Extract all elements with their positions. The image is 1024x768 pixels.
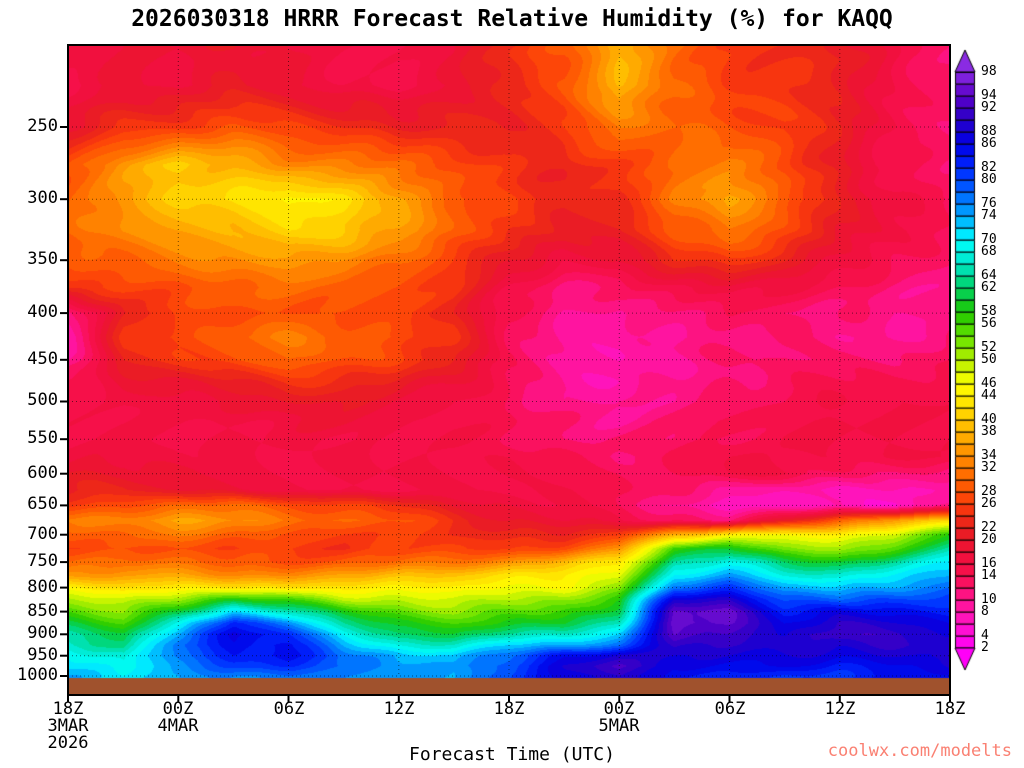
colorbar-label: 38: [981, 424, 997, 439]
x-axis-tick-label: 12Z: [824, 699, 856, 719]
colorbar-label: 2: [981, 640, 989, 655]
y-axis-label: 850: [27, 601, 58, 621]
y-axis-label: 600: [27, 463, 58, 483]
colorbar-label: 86: [981, 136, 997, 151]
y-axis-label: 250: [27, 116, 58, 136]
y-axis-label: 900: [27, 623, 58, 643]
y-axis-label: 350: [27, 249, 58, 269]
colorbar-label: 8: [981, 604, 989, 619]
y-axis-label: 450: [27, 349, 58, 369]
colorbar-label: 4: [981, 628, 989, 643]
colorbar-label: 64: [981, 268, 997, 283]
colorbar-label: 94: [981, 88, 997, 103]
x-axis-tick-label: 18Z: [493, 699, 525, 719]
colorbar-label: 98: [981, 64, 997, 79]
colorbar-label: 76: [981, 196, 997, 211]
y-axis-label: 1000: [17, 665, 58, 685]
colorbar-label: 88: [981, 124, 997, 139]
colorbar-label: 14: [981, 568, 997, 583]
y-axis-label: 550: [27, 428, 58, 448]
y-axis-label: 700: [27, 524, 58, 544]
colorbar-label: 34: [981, 448, 997, 463]
y-axis-label: 750: [27, 551, 58, 571]
x-axis-tick-label: 18Z: [934, 699, 966, 719]
colorbar-label: 50: [981, 352, 997, 367]
colorbar-label: 40: [981, 412, 997, 427]
colorbar-label: 80: [981, 172, 997, 187]
x-axis-tick-label: 00Z 4MAR: [157, 699, 199, 736]
colorbar-label: 82: [981, 160, 997, 175]
colorbar-label: 26: [981, 496, 997, 511]
colorbar-label: 58: [981, 304, 997, 319]
colorbar-label: 22: [981, 520, 997, 535]
y-axis-label: 500: [27, 390, 58, 410]
colorbar-label: 44: [981, 388, 997, 403]
x-axis-tick-label: 06Z: [714, 699, 746, 719]
colorbar-label: 92: [981, 100, 997, 115]
colorbar: [948, 42, 982, 682]
x-axis-tick-label: 18Z 3MAR 2026: [47, 699, 89, 753]
colorbar-label: 70: [981, 232, 997, 247]
colorbar-label: 74: [981, 208, 997, 223]
x-axis-title: Forecast Time (UTC): [409, 744, 615, 765]
watermark: coolwx.com/modelts: [827, 741, 1012, 761]
y-axis-label: 800: [27, 577, 58, 597]
colorbar-label: 32: [981, 460, 997, 475]
chart-title: 2026030318 HRRR Forecast Relative Humidi…: [131, 6, 893, 32]
x-axis-tick-label: 00Z 5MAR: [598, 699, 640, 736]
colorbar-label: 16: [981, 556, 997, 571]
colorbar-label: 20: [981, 532, 997, 547]
y-axis-label: 950: [27, 645, 58, 665]
y-axis-label: 400: [27, 302, 58, 322]
heatmap-canvas: [68, 45, 950, 695]
colorbar-label: 52: [981, 340, 997, 355]
colorbar-label: 68: [981, 244, 997, 259]
colorbar-label: 28: [981, 484, 997, 499]
y-axis-label: 300: [27, 188, 58, 208]
colorbar-label: 10: [981, 592, 997, 607]
x-axis-tick-label: 06Z: [273, 699, 305, 719]
colorbar-label: 62: [981, 280, 997, 295]
y-axis-label: 650: [27, 494, 58, 514]
x-axis-tick-label: 12Z: [383, 699, 415, 719]
colorbar-label: 56: [981, 316, 997, 331]
colorbar-label: 46: [981, 376, 997, 391]
